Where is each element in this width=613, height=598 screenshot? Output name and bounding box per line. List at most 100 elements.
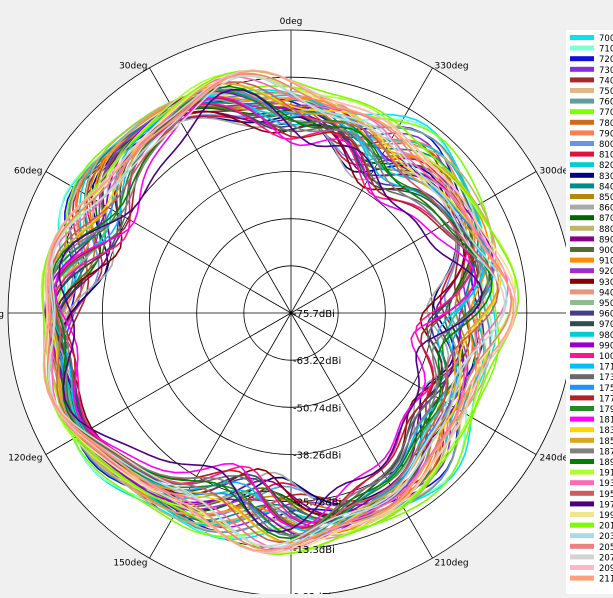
grid-spoke <box>290 171 537 314</box>
legend-swatch <box>570 363 594 369</box>
legend-swatch <box>570 480 594 486</box>
legend-label: 910 <box>599 257 613 267</box>
radial-tick-label: -38.26dBi <box>293 451 341 462</box>
legend-label: 950 <box>599 299 613 309</box>
series-line-189 <box>50 85 493 540</box>
angle-label: 30deg <box>119 61 147 71</box>
legend-label: 720 <box>599 55 613 65</box>
legend-label: 700 <box>599 34 613 44</box>
legend-label: 185 <box>599 437 613 447</box>
radial-tick-label: -25.78dBi <box>293 498 341 509</box>
series-line-177 <box>53 97 479 529</box>
legend-swatch <box>570 247 594 252</box>
legend-label: 880 <box>599 225 613 235</box>
legend-swatch <box>570 501 594 507</box>
series-line-173 <box>51 97 480 529</box>
legend-label: 207 <box>599 553 613 563</box>
angle-label: 300deg <box>540 167 574 177</box>
grid-spoke <box>290 312 537 455</box>
series-line-175 <box>45 88 495 540</box>
legend-label: 179 <box>599 405 613 415</box>
angle-label: 90deg <box>0 310 4 320</box>
legend-label: 171 <box>599 363 613 373</box>
radial-tick-label: -13.3dBi <box>293 545 335 556</box>
legend-label: 830 <box>599 172 613 182</box>
radial-tick-label: -50.74dBi <box>293 403 341 414</box>
legend-label: 197 <box>599 500 613 510</box>
legend-swatch <box>570 565 594 570</box>
legend-label: 870 <box>599 214 613 224</box>
legend-swatch <box>570 522 594 528</box>
legend-label: 960 <box>599 310 613 320</box>
legend-swatch <box>570 141 594 146</box>
legend-label: 800 <box>599 140 613 150</box>
legend-swatch <box>570 278 594 284</box>
series-line-820 <box>50 94 485 527</box>
legend-swatch <box>570 353 594 358</box>
angle-label: 150deg <box>113 559 147 569</box>
legend-swatch <box>570 194 594 199</box>
legend-swatch <box>570 215 594 221</box>
legend-swatch <box>570 448 594 454</box>
legend-swatch <box>570 554 594 560</box>
legend-swatch <box>570 130 594 136</box>
legend-swatch <box>570 98 594 104</box>
legend-label: 790 <box>599 129 613 139</box>
series-line-211 <box>43 70 515 553</box>
series-line-209 <box>42 69 517 554</box>
series-line-187 <box>51 88 489 537</box>
angle-label: 330deg <box>435 61 469 71</box>
legend-swatch <box>570 289 594 295</box>
grid-spoke <box>290 67 433 314</box>
legend-label: 840 <box>599 182 613 192</box>
legend-swatch <box>570 236 594 242</box>
legend-label: 199 <box>599 511 613 521</box>
legend-label: 195 <box>599 490 613 500</box>
legend-swatch <box>570 416 594 422</box>
legend-label: 780 <box>599 119 613 129</box>
angle-label: 240deg <box>540 454 574 464</box>
legend-swatch <box>570 374 594 380</box>
legend-swatch <box>570 66 594 72</box>
angle-label: 120deg <box>8 454 42 464</box>
legend-label: 820 <box>599 161 613 171</box>
legend-label: 203 <box>599 532 613 542</box>
legend-label: 940 <box>599 288 613 298</box>
angle-label: 60deg <box>14 167 42 177</box>
legend-label: 730 <box>599 66 613 76</box>
legend-swatch <box>570 437 594 443</box>
series-lines <box>40 69 520 556</box>
legend-swatch <box>570 384 594 390</box>
legend-swatch <box>570 268 594 274</box>
legend-swatch <box>570 183 594 189</box>
legend-label: 177 <box>599 394 613 404</box>
legend-swatch <box>570 172 594 178</box>
grid-spoke <box>290 312 433 559</box>
legend-swatch <box>570 469 594 475</box>
legend-swatch <box>570 321 594 327</box>
legend-swatch <box>570 77 594 83</box>
legend-label: 181 <box>599 416 613 426</box>
legend-label: 750 <box>599 87 613 97</box>
legend-swatch <box>570 406 594 411</box>
legend-label: 760 <box>599 98 613 108</box>
legend-label: 810 <box>599 151 613 161</box>
angle-label: 210deg <box>435 559 469 569</box>
legend-swatch <box>570 490 594 496</box>
legend-swatch <box>570 512 594 517</box>
legend-swatch <box>570 533 594 539</box>
legend-swatch <box>570 543 594 549</box>
legend-swatch <box>570 109 594 115</box>
radial-tick-label: -63.22dBi <box>293 356 341 367</box>
legend-label: 930 <box>599 278 613 288</box>
legend-label: 710 <box>599 45 613 55</box>
legend-label: 100 <box>599 352 613 362</box>
legend-label: 209 <box>599 564 613 574</box>
legend-swatch <box>570 204 594 210</box>
legend-swatch <box>570 225 594 231</box>
legend-label: 860 <box>599 204 613 214</box>
angle-label: 0deg <box>280 17 303 27</box>
legend-label: 211 <box>599 575 613 585</box>
legend-swatch <box>570 331 594 337</box>
